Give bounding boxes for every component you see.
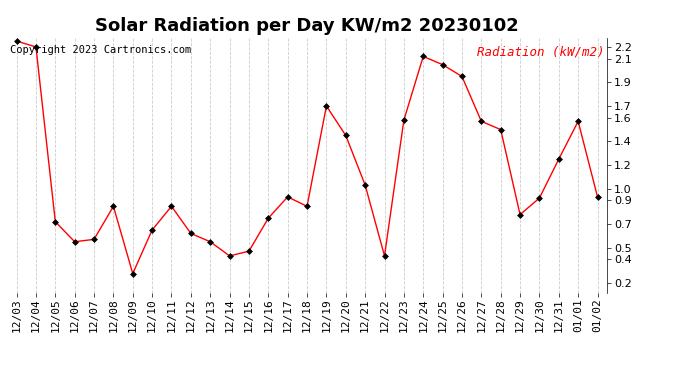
Title: Solar Radiation per Day KW/m2 20230102: Solar Radiation per Day KW/m2 20230102 xyxy=(95,16,519,34)
Text: Radiation (kW/m2): Radiation (kW/m2) xyxy=(477,45,604,58)
Text: Copyright 2023 Cartronics.com: Copyright 2023 Cartronics.com xyxy=(10,45,191,55)
